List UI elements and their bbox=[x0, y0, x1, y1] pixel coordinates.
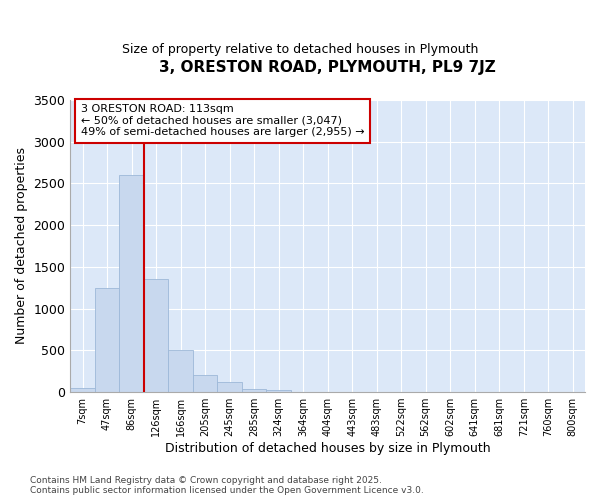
Bar bbox=[144, 280, 169, 392]
Bar bbox=[266, 390, 291, 392]
X-axis label: Distribution of detached houses by size in Plymouth: Distribution of detached houses by size … bbox=[165, 442, 490, 455]
Bar bbox=[242, 388, 266, 392]
Text: Size of property relative to detached houses in Plymouth: Size of property relative to detached ho… bbox=[122, 42, 478, 56]
Text: 3 ORESTON ROAD: 113sqm
← 50% of detached houses are smaller (3,047)
49% of semi-: 3 ORESTON ROAD: 113sqm ← 50% of detached… bbox=[80, 104, 364, 138]
Y-axis label: Number of detached properties: Number of detached properties bbox=[15, 148, 28, 344]
Bar bbox=[119, 175, 144, 392]
Bar bbox=[70, 388, 95, 392]
Text: Contains HM Land Registry data © Crown copyright and database right 2025.
Contai: Contains HM Land Registry data © Crown c… bbox=[30, 476, 424, 495]
Bar bbox=[193, 374, 217, 392]
Bar bbox=[217, 382, 242, 392]
Title: 3, ORESTON ROAD, PLYMOUTH, PL9 7JZ: 3, ORESTON ROAD, PLYMOUTH, PL9 7JZ bbox=[159, 60, 496, 75]
Bar bbox=[95, 288, 119, 392]
Bar bbox=[169, 350, 193, 392]
